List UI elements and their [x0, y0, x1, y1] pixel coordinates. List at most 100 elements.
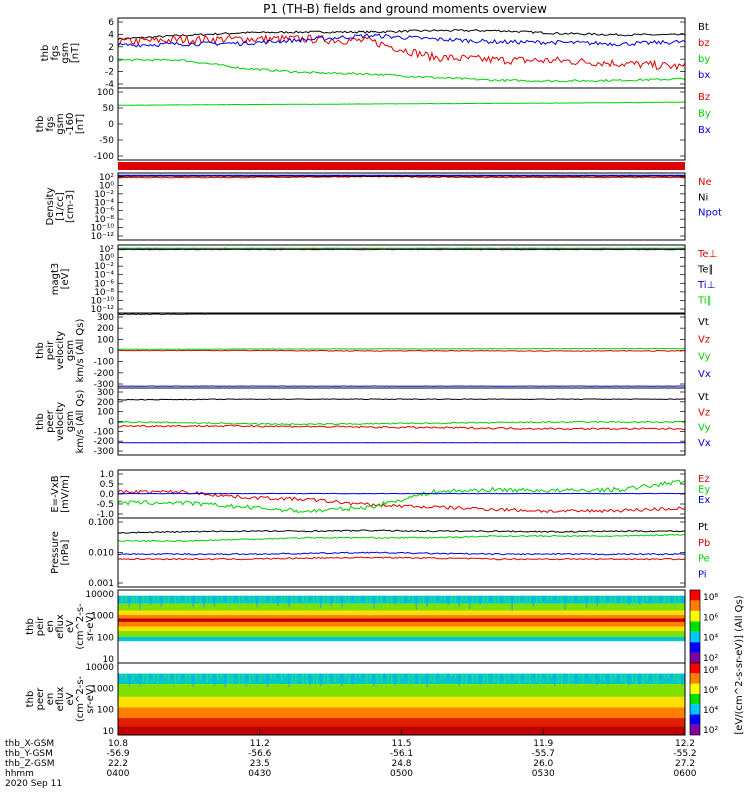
- heatmap-speckle: [483, 674, 485, 686]
- heatmap-speckle: [352, 596, 354, 600]
- heatmap-speckle: [161, 674, 163, 679]
- heatmap-speckle: [398, 674, 400, 686]
- heatmap-speckle: [494, 674, 496, 684]
- heatmap-speckle: [129, 674, 131, 686]
- legend-entry: Ti⊥: [697, 280, 715, 291]
- xtick-label: -56.6: [248, 749, 272, 759]
- heatmap-speckle: [465, 674, 467, 685]
- ytick-label: -2: [105, 68, 114, 78]
- x-row-label: 2020 Sep 11: [5, 779, 62, 789]
- panel-3: Density[1/cc][cm-3]10²10⁰10⁻²10⁻⁴10⁻⁶10⁻…: [45, 173, 722, 242]
- legend-entry: Bx: [698, 125, 711, 136]
- heatmap-speckle: [419, 596, 421, 607]
- ytick-label: 200: [97, 398, 114, 408]
- heatmap-speckle: [207, 674, 209, 683]
- heatmap-speckle: [494, 596, 496, 606]
- heatmap-speckle: [189, 674, 191, 682]
- heatmap-speckle: [572, 596, 574, 603]
- heatmap-speckle: [338, 674, 340, 679]
- ytick-label: -200: [94, 369, 115, 379]
- heatmap-speckle: [533, 674, 535, 679]
- colorbar-tick-label: 10⁴: [703, 634, 718, 644]
- xtick-label: 11.2: [250, 739, 270, 749]
- heatmap-speckle: [667, 596, 669, 604]
- xtick-label: -55.7: [532, 749, 555, 759]
- series-line: [118, 399, 685, 400]
- heatmap-speckle: [586, 674, 588, 681]
- x-row-label: thb_X-GSM: [5, 739, 54, 749]
- xtick-label: 0430: [248, 769, 271, 779]
- heatmap-speckle: [465, 596, 467, 601]
- ytick-label: 1000: [91, 684, 114, 694]
- heatmap-speckle: [540, 674, 542, 688]
- heatmap-speckle: [483, 596, 485, 607]
- ytick-label: 300: [97, 388, 114, 398]
- heatmap-speckle: [540, 596, 542, 603]
- colorbar-segment: [690, 590, 700, 600]
- xtick-label: 10.8: [108, 739, 128, 749]
- heatmap-speckle: [402, 596, 404, 602]
- heatmap-speckle: [575, 596, 577, 604]
- heatmap-speckle: [270, 596, 272, 606]
- heatmap-band: [118, 611, 685, 616]
- heatmap-band: [118, 622, 685, 627]
- xtick-label: 0530: [532, 769, 555, 779]
- heatmap-speckle: [572, 674, 574, 682]
- heatmap-speckle: [526, 674, 528, 683]
- colorbar-tick-label: 10⁴: [703, 706, 718, 716]
- heatmap-speckle: [132, 596, 134, 603]
- legend-entry: Vz: [698, 407, 710, 418]
- heatmap-speckle: [628, 596, 630, 605]
- heatmap-speckle: [451, 596, 453, 605]
- heatmap-speckle: [214, 674, 216, 686]
- legend-entry: By: [698, 109, 711, 120]
- heatmap-speckle: [260, 674, 262, 682]
- heatmap-speckle: [554, 596, 556, 601]
- heatmap-speckle: [635, 674, 637, 686]
- heatmap-speckle: [621, 674, 623, 682]
- heatmap-speckle: [366, 596, 368, 611]
- heatmap-speckle: [543, 674, 545, 678]
- heatmap-speckle: [458, 596, 460, 607]
- ytick-label: 4: [108, 30, 114, 40]
- heatmap-speckle: [416, 674, 418, 684]
- ytick-label: 6: [108, 18, 114, 28]
- heatmap-speckle: [224, 596, 226, 601]
- legend-entry: by: [698, 54, 710, 65]
- heatmap-band: [118, 637, 685, 642]
- heatmap-speckle: [157, 674, 159, 686]
- heatmap-speckle: [593, 596, 595, 607]
- chart-title: P1 (TH-B) fields and ground moments over…: [263, 2, 547, 16]
- heatmap-speckle: [611, 596, 613, 603]
- heatmap-speckle: [125, 596, 127, 602]
- ylabel-line: km/s (All Qs): [75, 390, 86, 454]
- heatmap-speckle: [196, 674, 198, 682]
- colorbar-segment: [690, 621, 700, 631]
- heatmap-speckle: [235, 674, 237, 679]
- heatmap-speckle: [476, 596, 478, 604]
- heatmap-speckle: [231, 674, 233, 685]
- heatmap-speckle: [384, 674, 386, 680]
- x-row-label: hhmm: [5, 769, 34, 779]
- heatmap-speckle: [285, 674, 287, 677]
- heatmap-speckle: [497, 596, 499, 605]
- heatmap-speckle: [292, 674, 294, 687]
- heatmap-speckle: [653, 596, 655, 601]
- series-line: [118, 102, 685, 105]
- heatmap-speckle: [391, 596, 393, 603]
- heatmap-speckle: [455, 674, 457, 679]
- heatmap-speckle: [526, 596, 528, 608]
- heatmap-band: [118, 718, 685, 726]
- ytick-label: 0: [108, 55, 114, 65]
- heatmap-speckle: [586, 596, 588, 609]
- heatmap-speckle: [664, 596, 666, 607]
- heatmap-speckle: [214, 596, 216, 607]
- heatmap-speckle: [129, 596, 131, 608]
- ytick-label: -300: [94, 447, 115, 457]
- series-line: [118, 552, 685, 555]
- heatmap-speckle: [217, 596, 219, 600]
- heatmap-speckle: [430, 596, 432, 605]
- heatmap-speckle: [522, 596, 524, 600]
- heatmap-speckle: [561, 596, 563, 609]
